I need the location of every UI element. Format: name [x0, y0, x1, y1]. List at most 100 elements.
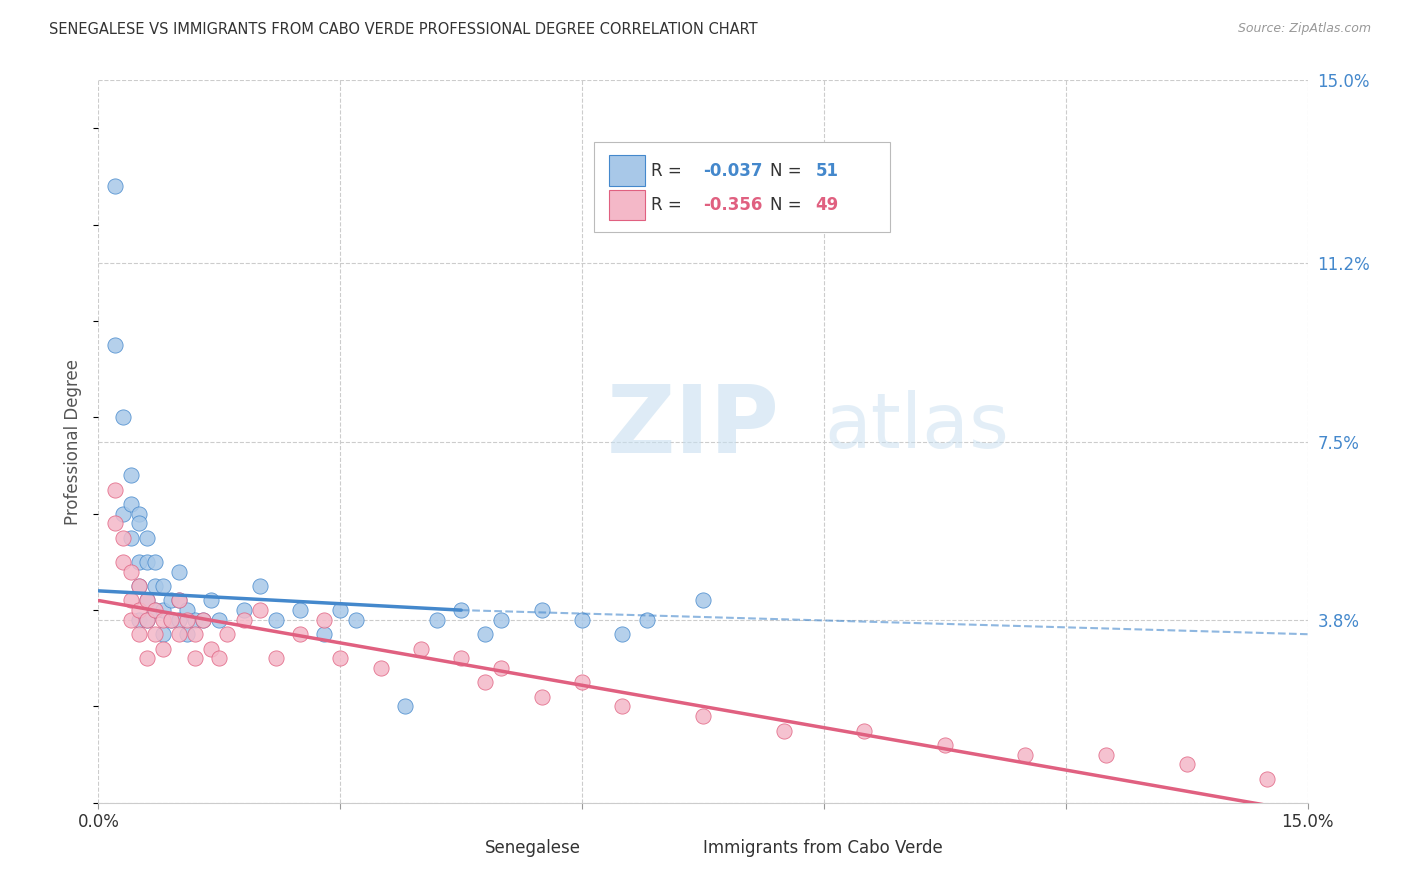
Point	[409, 641, 432, 656]
Point	[288, 603, 311, 617]
Point	[120, 531, 142, 545]
Point	[103, 338, 125, 352]
Point	[160, 593, 183, 607]
Point	[120, 468, 142, 483]
Point	[232, 613, 254, 627]
Point	[167, 613, 190, 627]
FancyBboxPatch shape	[441, 833, 478, 865]
Point	[1256, 772, 1278, 786]
Point	[329, 603, 352, 617]
FancyBboxPatch shape	[659, 833, 696, 865]
Point	[128, 603, 150, 617]
Point	[167, 565, 190, 579]
FancyBboxPatch shape	[609, 190, 645, 220]
Point	[934, 738, 956, 752]
Point	[264, 613, 287, 627]
Point	[474, 627, 496, 641]
Point	[103, 179, 125, 194]
Point	[111, 507, 134, 521]
Point	[176, 627, 198, 641]
Point	[530, 603, 553, 617]
Point	[264, 651, 287, 665]
Point	[184, 613, 207, 627]
Point	[176, 613, 198, 627]
Point	[571, 613, 593, 627]
Point	[344, 613, 367, 627]
Point	[120, 497, 142, 511]
Text: atlas: atlas	[824, 390, 1008, 464]
Point	[329, 651, 352, 665]
Y-axis label: Professional Degree: Professional Degree	[65, 359, 83, 524]
Point	[184, 651, 207, 665]
Point	[120, 593, 142, 607]
Point	[176, 603, 198, 617]
Point	[692, 593, 714, 607]
Point	[103, 483, 125, 497]
Point	[1014, 747, 1036, 762]
Point	[491, 613, 513, 627]
Text: R =: R =	[651, 161, 688, 179]
Point	[143, 627, 166, 641]
Point	[571, 675, 593, 690]
Point	[474, 675, 496, 690]
Point	[111, 555, 134, 569]
Text: Senegalese: Senegalese	[485, 839, 581, 857]
Point	[128, 613, 150, 627]
Point	[450, 651, 472, 665]
Point	[143, 579, 166, 593]
Point	[111, 410, 134, 425]
Point	[135, 531, 157, 545]
Point	[314, 627, 336, 641]
Text: ZIP: ZIP	[606, 381, 779, 473]
Point	[128, 579, 150, 593]
Point	[135, 613, 157, 627]
Text: -0.356: -0.356	[703, 196, 762, 214]
Point	[167, 627, 190, 641]
Point	[491, 661, 513, 675]
Point	[612, 627, 634, 641]
Point	[853, 723, 876, 738]
Text: Immigrants from Cabo Verde: Immigrants from Cabo Verde	[703, 839, 943, 857]
Point	[249, 603, 271, 617]
Point	[143, 603, 166, 617]
Point	[152, 627, 174, 641]
Point	[120, 613, 142, 627]
Point	[1175, 757, 1198, 772]
Point	[193, 613, 215, 627]
Point	[249, 579, 271, 593]
Point	[636, 613, 658, 627]
Point	[288, 627, 311, 641]
Point	[103, 516, 125, 531]
Point	[135, 555, 157, 569]
Point	[152, 613, 174, 627]
Text: 49: 49	[815, 196, 839, 214]
Point	[200, 593, 222, 607]
Text: Source: ZipAtlas.com: Source: ZipAtlas.com	[1237, 22, 1371, 36]
Point	[152, 603, 174, 617]
Point	[135, 651, 157, 665]
Point	[193, 613, 215, 627]
Point	[152, 641, 174, 656]
Point	[128, 507, 150, 521]
Point	[394, 699, 416, 714]
Point	[143, 603, 166, 617]
Point	[135, 613, 157, 627]
Point	[160, 613, 183, 627]
Point	[314, 613, 336, 627]
Point	[612, 699, 634, 714]
Point	[208, 613, 231, 627]
Point	[128, 555, 150, 569]
Point	[200, 641, 222, 656]
Point	[232, 603, 254, 617]
Point	[772, 723, 794, 738]
Point	[450, 603, 472, 617]
Point	[128, 579, 150, 593]
Point	[152, 579, 174, 593]
Point	[128, 516, 150, 531]
Text: SENEGALESE VS IMMIGRANTS FROM CABO VERDE PROFESSIONAL DEGREE CORRELATION CHART: SENEGALESE VS IMMIGRANTS FROM CABO VERDE…	[49, 22, 758, 37]
Text: 51: 51	[815, 161, 838, 179]
Point	[167, 593, 190, 607]
Point	[143, 555, 166, 569]
Point	[111, 531, 134, 545]
Point	[167, 593, 190, 607]
